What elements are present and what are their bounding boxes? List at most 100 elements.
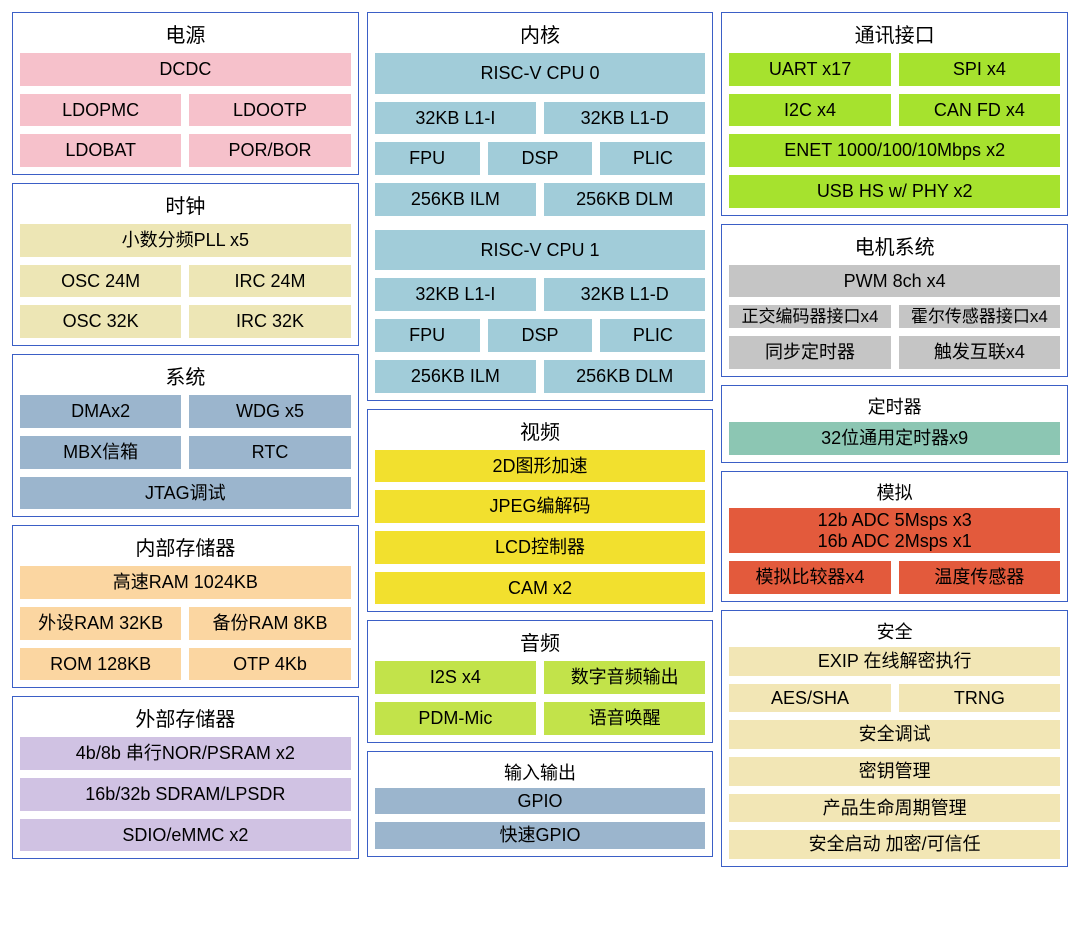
cell-pdm: PDM-Mic <box>374 701 537 736</box>
group-video: 视频 2D图形加速 JPEG编解码 LCD控制器 CAM x2 <box>367 409 714 613</box>
cell-wake: 语音唤醒 <box>543 701 706 736</box>
cell-spi: SPI x4 <box>898 52 1061 87</box>
cell-dsp-0: DSP <box>487 141 594 176</box>
cell-fgpio: 快速GPIO <box>374 821 707 850</box>
cell-adc2: 16b ADC 2Msps x1 <box>731 531 1058 552</box>
cell-osc24: OSC 24M <box>19 264 182 299</box>
cell-aes: AES/SHA <box>728 683 891 714</box>
cell-l1d-1: 32KB L1-D <box>543 277 706 312</box>
group-power: 电源 DCDC LDOPMC LDOOTP LDOBAT POR/BOR <box>12 12 359 175</box>
cell-cmp: 模拟比较器x4 <box>728 560 891 595</box>
cell-cam: CAM x2 <box>374 571 707 606</box>
cell-ldopmc: LDOPMC <box>19 93 182 128</box>
group-analog: 模拟 12b ADC 5Msps x3 16b ADC 2Msps x1 模拟比… <box>721 471 1068 602</box>
cell-sdram: 16b/32b SDRAM/LPSDR <box>19 777 352 812</box>
cell-dsp-1: DSP <box>487 318 594 353</box>
cell-gpio: GPIO <box>374 787 707 816</box>
cell-cpu0: RISC-V CPU 0 <box>374 52 707 95</box>
cell-l1i-1: 32KB L1-I <box>374 277 537 312</box>
cell-dma: DMAx2 <box>19 394 182 429</box>
group-title-timer: 定时器 <box>728 390 1061 421</box>
cell-sync: 同步定时器 <box>728 335 891 370</box>
column-2: 内核 RISC-V CPU 0 32KB L1-I 32KB L1-D FPU … <box>367 12 714 867</box>
cell-sdio: SDIO/eMMC x2 <box>19 818 352 853</box>
cell-adc1: 12b ADC 5Msps x3 <box>731 510 1058 531</box>
group-title-audio: 音频 <box>374 625 707 660</box>
cell-usb: USB HS w/ PHY x2 <box>728 174 1061 209</box>
group-clock: 时钟 小数分频PLL x5 OSC 24M IRC 24M OSC 32K IR… <box>12 183 359 346</box>
group-title-security: 安全 <box>728 615 1061 646</box>
column-1: 电源 DCDC LDOPMC LDOOTP LDOBAT POR/BOR 时钟 … <box>12 12 359 867</box>
cell-ldobat: LDOBAT <box>19 133 182 168</box>
group-title-io: 输入输出 <box>374 756 707 787</box>
cell-dlm-1: 256KB DLM <box>543 359 706 394</box>
cell-trng: TRNG <box>898 683 1061 714</box>
cell-porbor: POR/BOR <box>188 133 351 168</box>
cell-rom: ROM 128KB <box>19 647 182 682</box>
cell-temp: 温度传感器 <box>898 560 1061 595</box>
cell-trig: 触发互联x4 <box>898 335 1061 370</box>
cell-adc: 12b ADC 5Msps x3 16b ADC 2Msps x1 <box>728 507 1061 554</box>
group-audio: 音频 I2S x4 数字音频输出 PDM-Mic 语音唤醒 <box>367 620 714 742</box>
cell-plm: 产品生命周期管理 <box>728 793 1061 824</box>
group-io: 输入输出 GPIO 快速GPIO <box>367 751 714 857</box>
cell-jtag: JTAG调试 <box>19 476 352 511</box>
cell-fpu-1: FPU <box>374 318 481 353</box>
cell-i2c: I2C x4 <box>728 93 891 128</box>
cell-osc32: OSC 32K <box>19 304 182 339</box>
cell-irc24: IRC 24M <box>188 264 351 299</box>
group-comm: 通讯接口 UART x17 SPI x4 I2C x4 CAN FD x4 EN… <box>721 12 1068 216</box>
cell-pwm: PWM 8ch x4 <box>728 264 1061 299</box>
cell-secdbg: 安全调试 <box>728 719 1061 750</box>
cell-wdg: WDG x5 <box>188 394 351 429</box>
group-security: 安全 EXIP 在线解密执行 AES/SHA TRNG 安全调试 密钥管理 产品… <box>721 610 1068 867</box>
cell-ilm-0: 256KB ILM <box>374 182 537 217</box>
group-title-analog: 模拟 <box>728 476 1061 507</box>
group-title-comm: 通讯接口 <box>728 17 1061 52</box>
cell-uart: UART x17 <box>728 52 891 87</box>
cell-i2s: I2S x4 <box>374 660 537 695</box>
cell-fpu-0: FPU <box>374 141 481 176</box>
group-intmem: 内部存储器 高速RAM 1024KB 外设RAM 32KB 备份RAM 8KB … <box>12 525 359 688</box>
cell-otp: OTP 4Kb <box>188 647 351 682</box>
group-title-system: 系统 <box>19 359 352 394</box>
cell-bram: 备份RAM 8KB <box>188 606 351 641</box>
cell-plic-1: PLIC <box>599 318 706 353</box>
group-title-clock: 时钟 <box>19 188 352 223</box>
cell-gpt: 32位通用定时器x9 <box>728 421 1061 456</box>
cell-key: 密钥管理 <box>728 756 1061 787</box>
cell-can: CAN FD x4 <box>898 93 1061 128</box>
cell-boot: 安全启动 加密/可信任 <box>728 829 1061 860</box>
cell-jpeg: JPEG编解码 <box>374 489 707 524</box>
cell-ldootp: LDOOTP <box>188 93 351 128</box>
cell-hall: 霍尔传感器接口x4 <box>898 304 1061 329</box>
cell-l1d-0: 32KB L1-D <box>543 101 706 136</box>
group-title-core: 内核 <box>374 17 707 52</box>
cell-enet: ENET 1000/100/10Mbps x2 <box>728 133 1061 168</box>
cell-dlm-0: 256KB DLM <box>543 182 706 217</box>
cell-l1i-0: 32KB L1-I <box>374 101 537 136</box>
group-core: 内核 RISC-V CPU 0 32KB L1-I 32KB L1-D FPU … <box>367 12 714 401</box>
cell-hsram: 高速RAM 1024KB <box>19 565 352 600</box>
cell-dcdc: DCDC <box>19 52 352 87</box>
cell-lcd: LCD控制器 <box>374 530 707 565</box>
group-extmem: 外部存储器 4b/8b 串行NOR/PSRAM x2 16b/32b SDRAM… <box>12 696 359 859</box>
group-motor: 电机系统 PWM 8ch x4 正交编码器接口x4 霍尔传感器接口x4 同步定时… <box>721 224 1068 377</box>
group-title-extmem: 外部存储器 <box>19 701 352 736</box>
cell-rtc: RTC <box>188 435 351 470</box>
cell-pram: 外设RAM 32KB <box>19 606 182 641</box>
group-title-intmem: 内部存储器 <box>19 530 352 565</box>
group-title-motor: 电机系统 <box>728 229 1061 264</box>
cell-cpu1: RISC-V CPU 1 <box>374 229 707 272</box>
group-timer: 定时器 32位通用定时器x9 <box>721 385 1068 463</box>
cell-enc: 正交编码器接口x4 <box>728 304 891 329</box>
cell-gfx: 2D图形加速 <box>374 449 707 484</box>
group-title-power: 电源 <box>19 17 352 52</box>
cell-exip: EXIP 在线解密执行 <box>728 646 1061 677</box>
block-diagram: 电源 DCDC LDOPMC LDOOTP LDOBAT POR/BOR 时钟 … <box>12 12 1068 867</box>
cell-plic-0: PLIC <box>599 141 706 176</box>
cell-irc32: IRC 32K <box>188 304 351 339</box>
cell-dao: 数字音频输出 <box>543 660 706 695</box>
group-system: 系统 DMAx2 WDG x5 MBX信箱 RTC JTAG调试 <box>12 354 359 517</box>
cell-mbx: MBX信箱 <box>19 435 182 470</box>
